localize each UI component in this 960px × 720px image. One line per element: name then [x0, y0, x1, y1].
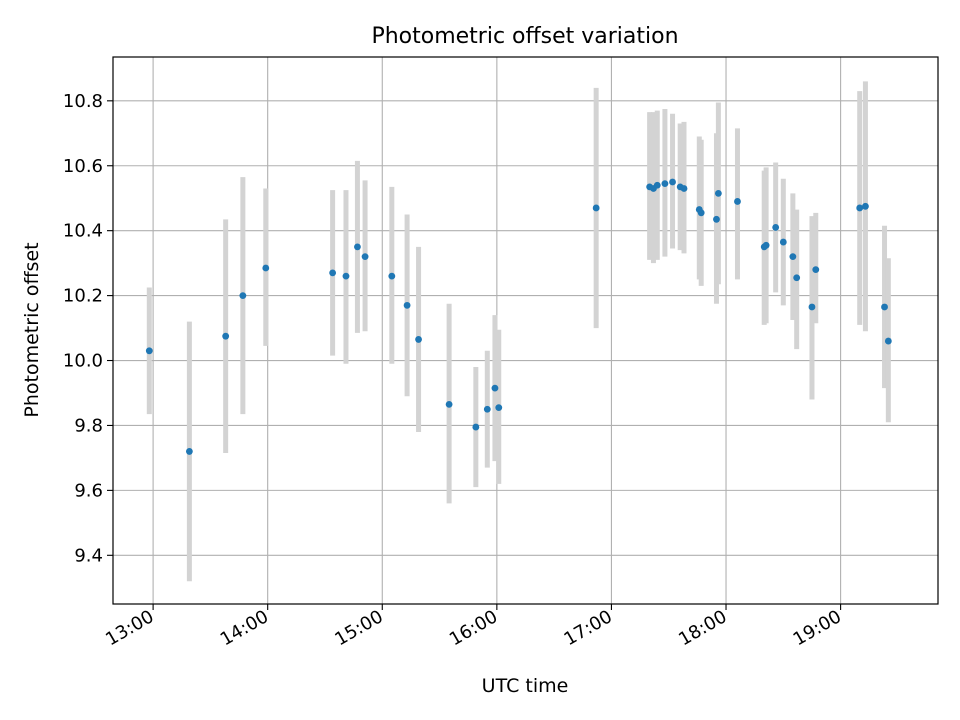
data-point — [483, 405, 491, 413]
data-point — [354, 243, 361, 251]
data-point — [714, 189, 722, 197]
y-axis-ticks: 9.4 9.6 9.8 10.0 10.2 10.4 10.6 10.8 — [63, 91, 113, 566]
data-point — [680, 185, 688, 192]
y-tick-label: 10.6 — [63, 156, 103, 177]
grid — [113, 57, 938, 604]
data-points — [145, 178, 892, 455]
data-point — [415, 336, 422, 343]
data-point — [661, 180, 669, 188]
data-point — [856, 204, 864, 212]
y-tick-label: 10.2 — [63, 286, 103, 307]
data-point — [881, 303, 888, 311]
y-tick-label: 9.8 — [74, 415, 103, 436]
data-point — [734, 198, 741, 205]
data-point — [789, 253, 797, 261]
data-point — [262, 264, 270, 272]
data-point — [862, 202, 869, 210]
data-point — [713, 215, 720, 223]
data-point — [361, 253, 369, 261]
data-point — [669, 178, 676, 186]
y-axis-label: Photometric offset — [21, 242, 43, 417]
x-axis-label: UTC time — [482, 675, 569, 697]
data-point — [388, 272, 396, 280]
data-point — [491, 384, 499, 392]
data-point — [772, 224, 780, 231]
data-point — [884, 337, 892, 345]
y-tick-label: 10.0 — [63, 351, 103, 372]
data-point — [592, 204, 600, 212]
plot-frame — [112, 56, 939, 605]
data-point — [495, 404, 503, 411]
data-point — [472, 423, 480, 431]
data-point — [145, 347, 153, 355]
data-point — [329, 269, 337, 277]
data-point — [812, 266, 820, 274]
data-point — [793, 274, 801, 282]
data-point — [779, 238, 787, 246]
data-point — [808, 303, 816, 311]
y-tick-label: 9.4 — [74, 545, 103, 566]
data-point — [342, 272, 350, 280]
data-point — [697, 209, 705, 217]
y-tick-label: 10.8 — [63, 91, 103, 112]
y-tick-label: 9.6 — [74, 480, 103, 501]
data-point — [222, 332, 230, 340]
data-point — [653, 181, 661, 189]
data-point — [403, 301, 411, 309]
chart-title: Photometric offset variation — [371, 24, 678, 49]
data-point — [762, 241, 770, 249]
data-point — [445, 400, 453, 408]
data-point — [185, 448, 193, 455]
y-tick-label: 10.4 — [63, 221, 103, 242]
data-point — [239, 292, 247, 300]
